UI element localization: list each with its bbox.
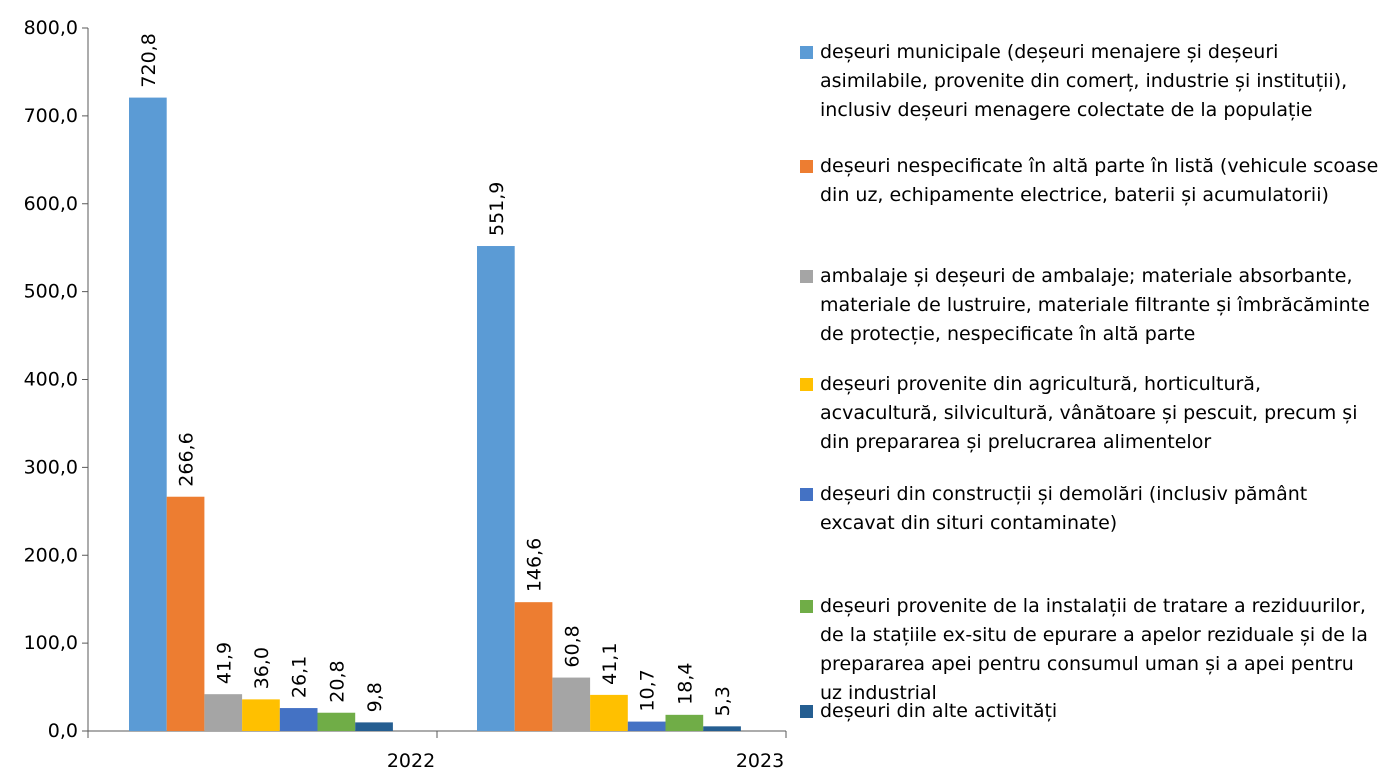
- bar-value-label: 146,6: [524, 538, 546, 592]
- bar: [355, 722, 393, 731]
- legend-label: deșeuri provenite din agricultură, horti…: [820, 373, 1358, 453]
- y-tick-label: 100,0: [24, 632, 78, 654]
- bar-value-label: 720,8: [138, 33, 160, 87]
- legend-label: deșeuri provenite de la instalații de tr…: [820, 595, 1368, 704]
- bar: [552, 677, 591, 731]
- y-tick-label: 700,0: [24, 105, 78, 127]
- legend-swatch: [800, 270, 813, 283]
- y-tick-label: 800,0: [24, 17, 78, 39]
- bar: [242, 699, 280, 731]
- bar: [166, 496, 205, 731]
- bar-value-label: 41,1: [599, 643, 621, 685]
- bar: [129, 97, 167, 732]
- legend-swatch: [800, 488, 813, 501]
- x-tick-label: 2023: [736, 750, 784, 769]
- data-labels: 720,8 551,9 266,6 146,6 41,9 60,8 36,0 41,1 26,1…: [138, 33, 734, 716]
- y-tick-label: 500,0: [24, 281, 78, 303]
- legend-swatch: [800, 705, 813, 718]
- bar-value-label: 18,4: [674, 663, 696, 705]
- y-tick-label: 0,0: [48, 720, 78, 742]
- y-tick-label: 600,0: [24, 193, 78, 215]
- bar-value-label: 10,7: [637, 669, 659, 711]
- y-tick-label: 300,0: [24, 456, 78, 478]
- bar: [279, 708, 318, 731]
- bar: [477, 246, 515, 731]
- x-tick-label: 2022: [387, 750, 435, 769]
- bar: [317, 712, 356, 731]
- bar-chart: 0,0 100,0 200,0 300,0 400,0 500,0 600,0 700,0 80…: [24, 17, 787, 769]
- bar: [590, 694, 628, 731]
- legend-swatch: [800, 600, 813, 613]
- legend: deșeuri municipale (deșeuri menajere și …: [800, 0, 1386, 769]
- bar-value-label: 41,9: [213, 642, 235, 684]
- legend-label: ambalaje și deșeuri de ambalaje; materia…: [820, 265, 1370, 345]
- bar-value-label: 20,8: [326, 660, 348, 702]
- y-tick-label: 400,0: [24, 369, 78, 391]
- legend-swatch: [800, 378, 813, 391]
- legend-label: deșeuri municipale (deșeuri menajere și …: [820, 41, 1348, 121]
- bar-value-label: 5,3: [712, 686, 734, 716]
- y-axis: 0,0 100,0 200,0 300,0 400,0 500,0 600,0 700,0 80…: [24, 17, 89, 742]
- y-tick-label: 200,0: [24, 544, 78, 566]
- legend-label: deșeuri nespecificate în altă parte în l…: [820, 155, 1379, 206]
- x-axis: 2022 2023: [87, 730, 787, 769]
- bar-value-label: 551,9: [486, 182, 508, 236]
- legend-label: deșeuri din construcții și demolări (inc…: [820, 483, 1308, 534]
- bar: [204, 694, 243, 731]
- bar: [514, 602, 553, 731]
- legend-swatch: [800, 160, 813, 173]
- bar-value-label: 266,6: [176, 432, 198, 486]
- bar-value-label: 36,0: [251, 647, 273, 689]
- bars: [129, 97, 741, 732]
- bar: [627, 721, 666, 731]
- bar: [703, 726, 741, 731]
- bar-value-label: 26,1: [289, 656, 311, 698]
- legend-label: deșeuri din alte activități: [820, 700, 1058, 722]
- bar-value-label: 60,8: [561, 625, 583, 667]
- bar: [665, 714, 704, 731]
- legend-swatch: [800, 46, 813, 59]
- bar-value-label: 9,8: [364, 682, 386, 712]
